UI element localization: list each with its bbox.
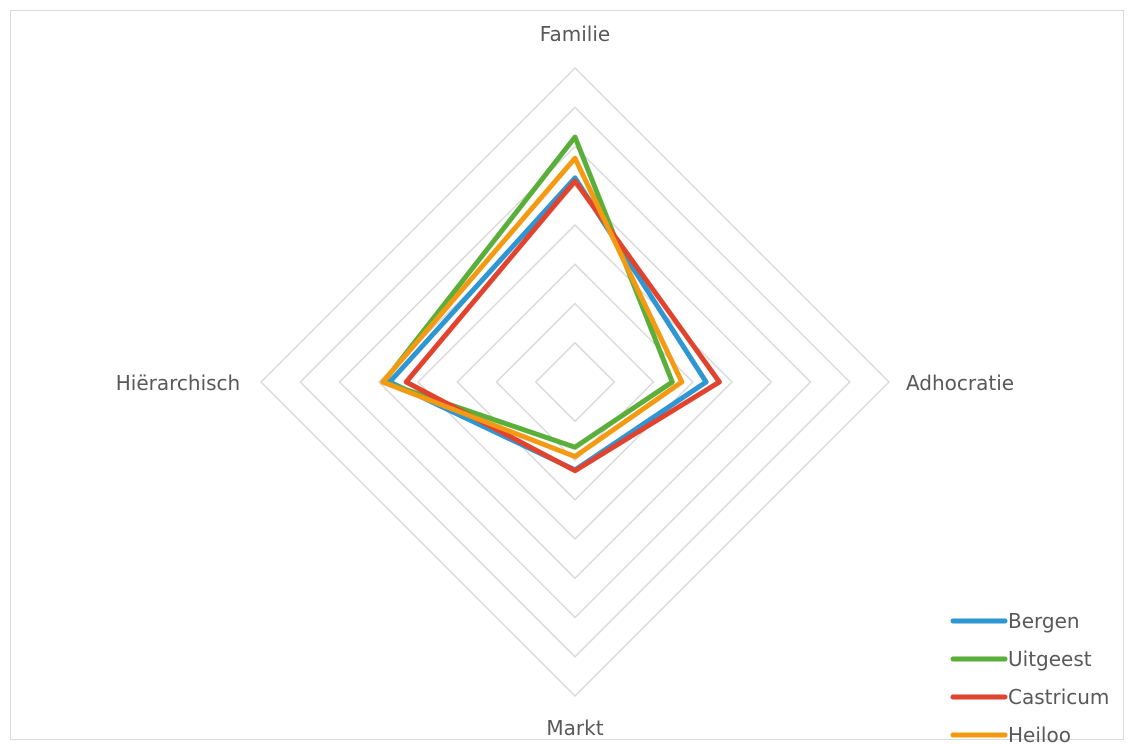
- axis-labels: Familie Adhocratie Markt Hiërarchisch: [116, 22, 1014, 740]
- grid-ring: [534, 341, 616, 423]
- legend-label-heiloo: Heiloo: [1008, 723, 1071, 744]
- grid-ring: [495, 302, 655, 462]
- chart-frame: [10, 10, 1124, 740]
- grid-ring: [299, 106, 851, 658]
- legend-label-uitgeest: Uitgeest: [1008, 647, 1092, 671]
- grid-ring: [259, 66, 891, 698]
- axis-label-familie: Familie: [540, 22, 610, 46]
- legend-label-bergen: Bergen: [1008, 609, 1080, 633]
- legend: Bergen Uitgeest Castricum Heiloo: [950, 609, 1109, 744]
- grid-ring: [377, 184, 773, 580]
- series-line-castricum: [403, 178, 722, 474]
- grid-ring: [338, 145, 812, 619]
- axis-label-adhocratie: Adhocratie: [906, 371, 1014, 395]
- legend-label-castricum: Castricum: [1008, 685, 1109, 709]
- radar-series: [380, 134, 722, 474]
- series-line-uitgeest: [381, 134, 675, 450]
- grid-ring: [416, 223, 734, 541]
- radar-grid: [259, 66, 891, 698]
- series-line-heiloo: [380, 155, 685, 460]
- grid-ring: [456, 263, 694, 501]
- axis-label-markt: Markt: [546, 716, 603, 740]
- axis-label-hiërarchisch: Hiërarchisch: [116, 371, 240, 395]
